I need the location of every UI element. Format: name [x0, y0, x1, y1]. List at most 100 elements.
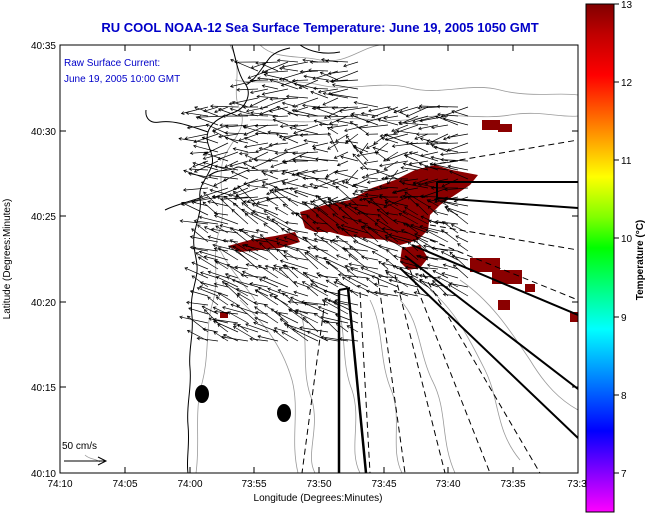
current-vector — [327, 299, 349, 306]
current-vector — [353, 184, 369, 189]
current-vector-head — [290, 296, 294, 300]
current-vector — [409, 160, 429, 165]
current-vector-head — [388, 233, 393, 237]
current-vector — [293, 281, 309, 288]
current-vector — [442, 221, 459, 234]
current-vector — [291, 266, 309, 279]
current-vector — [273, 119, 289, 126]
current-vector — [286, 325, 309, 342]
current-vector-head — [183, 169, 187, 174]
current-vector-head — [188, 307, 192, 311]
current-vector-head — [244, 136, 248, 141]
current-vector-head — [325, 79, 329, 83]
colorbar-tick-label: 8 — [621, 391, 627, 402]
current-vector — [194, 106, 219, 117]
current-vector-head — [312, 147, 317, 151]
current-vector-head — [229, 163, 233, 168]
current-vector-head — [335, 119, 340, 123]
current-vector-head — [446, 135, 451, 140]
current-vector — [199, 285, 229, 297]
current-vector — [181, 196, 209, 206]
current-vector — [432, 160, 459, 165]
current-vector-head — [269, 294, 273, 298]
current-vector-head — [246, 183, 251, 188]
current-vector — [407, 241, 419, 252]
current-vector — [335, 186, 359, 207]
current-vector-head — [385, 211, 389, 216]
current-vector — [356, 151, 379, 157]
current-vector-head — [449, 170, 453, 174]
current-vector — [190, 246, 219, 252]
current-vector-head — [344, 128, 348, 133]
x-tick-label: 73:50 — [306, 479, 331, 490]
current-vector — [314, 313, 329, 324]
current-vector-head — [329, 79, 334, 84]
current-vector-head — [274, 189, 278, 193]
current-vector — [178, 138, 209, 144]
current-vector-head — [228, 101, 233, 106]
current-vector — [281, 169, 299, 175]
current-vector-head — [184, 136, 189, 141]
current-vector-head — [283, 322, 288, 327]
current-vector — [255, 61, 279, 64]
current-vector — [221, 336, 249, 342]
current-vector — [434, 196, 459, 203]
current-vector-head — [299, 133, 303, 138]
current-vector-head — [442, 117, 447, 121]
current-vector — [251, 212, 279, 225]
current-vector — [366, 290, 389, 297]
current-vector-head — [353, 234, 358, 238]
current-vector — [203, 142, 229, 156]
current-vector-head — [325, 59, 330, 63]
current-vector — [361, 113, 379, 117]
current-vector-head — [207, 173, 212, 178]
current-vector-head — [201, 136, 206, 141]
current-vector — [214, 165, 239, 171]
current-vector-head — [189, 289, 194, 294]
current-vector — [382, 262, 409, 270]
current-vector — [328, 70, 349, 74]
current-vector — [237, 185, 259, 207]
current-vector-head — [375, 151, 379, 156]
current-vector-head — [414, 136, 418, 140]
current-vector — [419, 275, 439, 279]
colorbar-tick-label: 11 — [621, 156, 632, 167]
current-vector-head — [306, 250, 311, 255]
current-vector-head — [291, 78, 296, 83]
current-vector — [391, 124, 409, 132]
current-vector — [286, 95, 309, 99]
current-vector-head — [302, 271, 307, 276]
current-vector-head — [210, 104, 214, 108]
current-vector-head — [431, 246, 435, 251]
current-vector-head — [433, 145, 438, 150]
current-vector-head — [277, 289, 282, 293]
current-vector-head — [196, 286, 201, 291]
current-vector-head — [198, 250, 203, 254]
current-vector — [389, 279, 419, 288]
current-vector-head — [202, 201, 207, 206]
current-vector — [207, 201, 229, 207]
current-vector-head — [213, 331, 218, 335]
current-vector — [299, 327, 329, 333]
current-vector — [262, 178, 289, 187]
current-vector — [210, 105, 239, 108]
current-vector-head — [296, 247, 300, 252]
current-vector-head — [378, 260, 382, 265]
current-vector-head — [442, 292, 447, 297]
current-vector-head — [234, 60, 238, 65]
current-vector — [284, 264, 299, 279]
current-vector-head — [347, 276, 352, 280]
current-vector — [287, 112, 309, 117]
current-vector-head — [384, 269, 389, 274]
current-vector — [246, 169, 269, 171]
current-vector — [270, 160, 289, 168]
current-vector-head — [257, 286, 262, 291]
current-vector — [444, 206, 469, 216]
current-vector-head — [327, 115, 331, 119]
current-vector — [426, 133, 449, 145]
current-vector-head — [217, 247, 222, 251]
current-vector-head — [311, 170, 316, 174]
current-vector — [430, 142, 459, 145]
current-vector-head — [429, 162, 434, 166]
current-vector — [267, 131, 289, 135]
